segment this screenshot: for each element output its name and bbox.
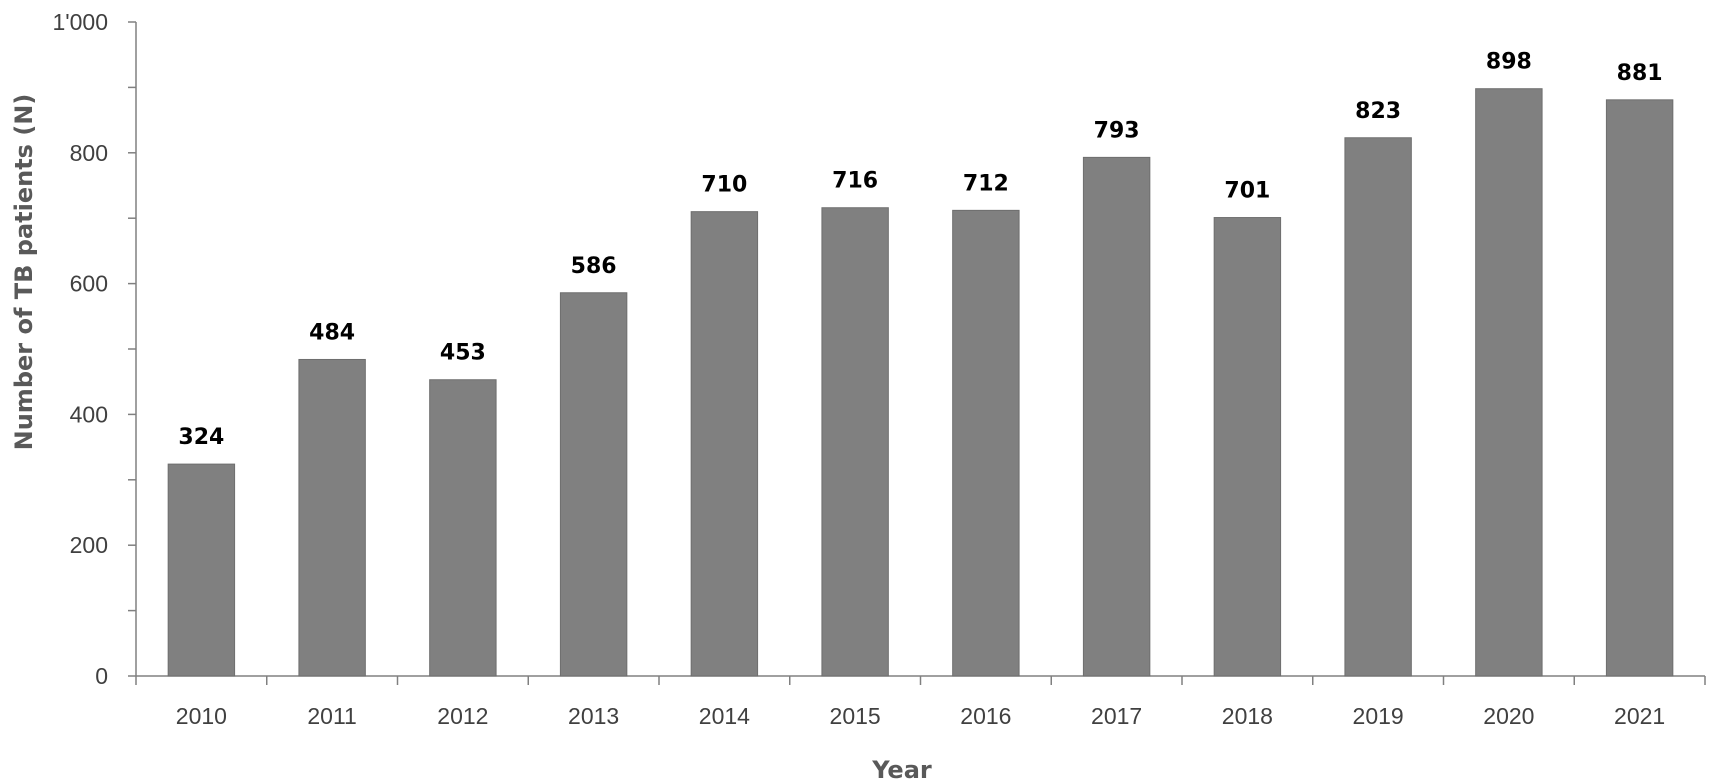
data-label: 823 [1355, 99, 1401, 124]
x-tick-label: 2012 [437, 703, 488, 729]
data-label: 793 [1094, 118, 1140, 143]
x-tick-label: 2014 [699, 703, 750, 729]
bar [559, 292, 628, 677]
bar [429, 379, 497, 677]
y-tick-label: 200 [70, 532, 108, 558]
data-label: 586 [571, 254, 617, 279]
data-label: 716 [832, 169, 878, 194]
y-tick-label: 0 [95, 663, 108, 689]
x-tick-label: 2018 [1222, 703, 1273, 729]
x-axis-title: Year [871, 756, 932, 784]
x-tick-label: 2019 [1353, 703, 1404, 729]
bars [167, 88, 1674, 677]
y-axis-title: Number of TB patients (N) [10, 94, 38, 451]
y-axis: 0 200 400 600 800 1'000 [52, 9, 137, 689]
data-label: 453 [440, 341, 486, 366]
bar [1605, 99, 1674, 677]
x-tick-label: 2016 [960, 703, 1011, 729]
x-tick-label: 2020 [1483, 703, 1534, 729]
data-label: 324 [178, 425, 224, 450]
x-axis: 2010 2011 2012 2013 2014 2015 2016 2017 2018 2019… [135, 675, 1706, 729]
data-labels: 324 484 453 586 710 716 712 793 701 823 898 881 [178, 50, 1662, 450]
x-tick-label: 2015 [830, 703, 881, 729]
bar [690, 211, 759, 677]
data-label: 484 [309, 320, 355, 345]
y-tick-label: 400 [70, 401, 108, 427]
bar [1213, 217, 1282, 677]
bar [1475, 88, 1543, 677]
data-label: 710 [701, 173, 747, 198]
x-tick-label: 2011 [307, 703, 356, 729]
y-tick-label: 800 [70, 140, 108, 166]
data-label: 881 [1617, 61, 1663, 86]
bar [1344, 137, 1412, 677]
bar [821, 207, 889, 677]
bar [952, 209, 1020, 677]
x-tick-label: 2017 [1091, 703, 1142, 729]
y-tick-label: 1'000 [52, 9, 108, 35]
data-label: 898 [1486, 50, 1532, 75]
bar [298, 358, 366, 677]
data-label: 701 [1224, 179, 1270, 204]
x-tick-label: 2021 [1614, 703, 1665, 729]
bar [167, 463, 236, 677]
bar [1082, 156, 1151, 677]
x-tick-label: 2010 [176, 703, 227, 729]
data-label: 712 [963, 171, 1009, 196]
x-tick-label: 2013 [568, 703, 619, 729]
y-tick-label: 600 [70, 271, 108, 297]
